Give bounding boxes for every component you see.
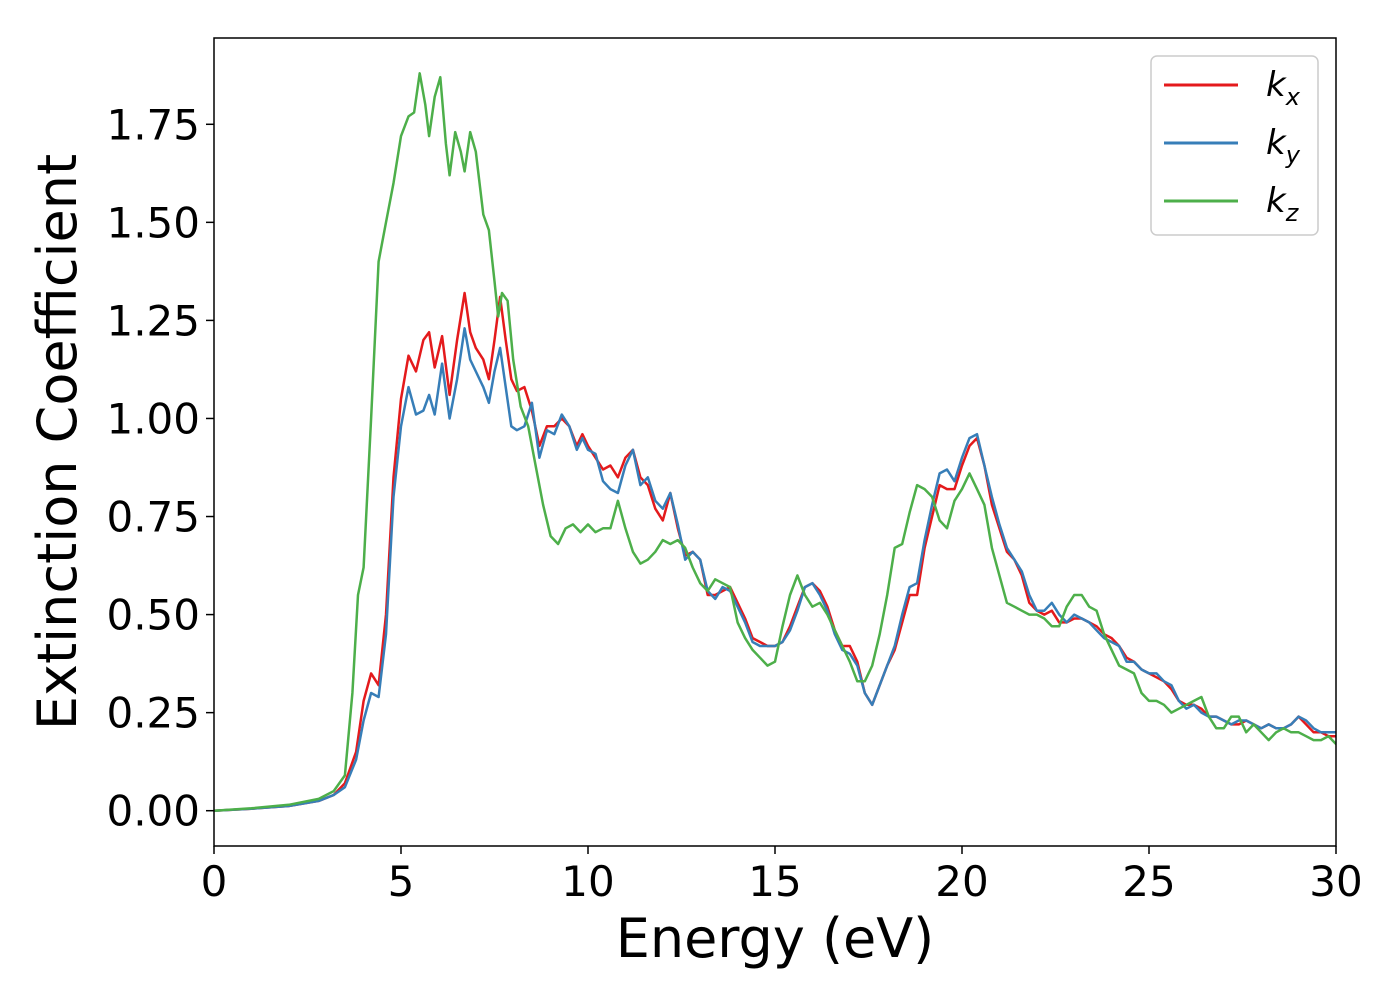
y-tick-label: 1.50 xyxy=(106,198,200,247)
x-tick-label: 0 xyxy=(201,857,228,906)
series-line-y xyxy=(214,327,1336,812)
series-layer xyxy=(214,72,1336,812)
x-tick-label: 25 xyxy=(1122,857,1175,906)
x-tick-label: 20 xyxy=(935,857,988,906)
x-axis-ticks: 0 5 10 15 20 25 30 xyxy=(201,846,1363,906)
y-tick-label: 1.75 xyxy=(106,100,200,149)
y-tick-label: 1.00 xyxy=(106,394,200,443)
series-line-z xyxy=(214,72,1336,812)
x-tick-label: 15 xyxy=(748,857,801,906)
y-tick-label: 1.25 xyxy=(106,296,200,345)
legend-box xyxy=(1150,55,1319,236)
x-axis-title: Energy (eV) xyxy=(616,907,935,970)
y-tick-label: 0.50 xyxy=(106,591,200,640)
x-tick-label: 30 xyxy=(1309,857,1362,906)
y-tick-label: 0.25 xyxy=(106,689,200,738)
y-tick-label: 0.75 xyxy=(106,493,200,542)
y-axis-ticks: 0.00 0.25 0.50 0.75 1.00 1.25 1.50 1.75 xyxy=(106,100,214,836)
legend-label-x: kx xyxy=(1266,65,1301,111)
x-tick-label: 10 xyxy=(561,857,614,906)
legend-label-y: ky xyxy=(1266,123,1301,169)
legend: kx ky kz xyxy=(1150,55,1319,236)
plot-area-background xyxy=(214,38,1336,846)
legend-label-z: kz xyxy=(1266,181,1300,227)
x-tick-label: 5 xyxy=(388,857,415,906)
y-axis-title: Extinction Coefficient xyxy=(26,154,89,730)
y-tick-label: 0.00 xyxy=(106,787,200,836)
